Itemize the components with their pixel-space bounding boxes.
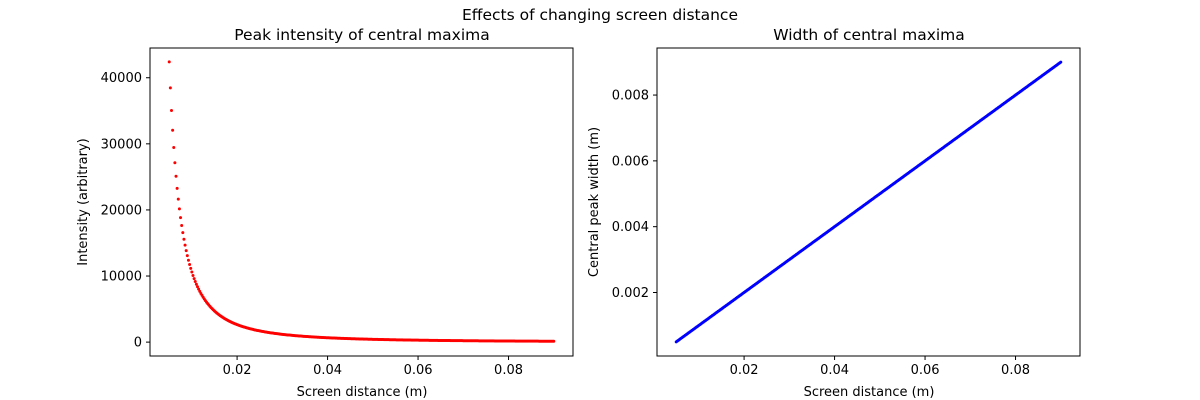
width-x-tick-label: 0.04 xyxy=(820,363,849,378)
intensity-x-tick-label: 0.08 xyxy=(494,363,523,378)
intensity-y-ticks: 0 10000 20000 30000 40000 xyxy=(101,71,150,351)
width-marks xyxy=(674,60,1063,344)
intensity-x-tick-label: 0.02 xyxy=(223,363,252,378)
intensity-data-point xyxy=(188,262,192,266)
intensity-x-tick-label: 0.04 xyxy=(313,363,342,378)
intensity-data-point xyxy=(192,277,196,281)
intensity-y-axis-label: Intensity (arbitrary) xyxy=(76,138,91,265)
intensity-data-point xyxy=(177,207,181,211)
intensity-chart: Peak intensity of central maxima 0.02 0.0… xyxy=(76,26,574,400)
intensity-data-point xyxy=(179,216,183,220)
width-data-point xyxy=(1059,60,1063,64)
intensity-data-point xyxy=(186,258,190,262)
intensity-plot-area xyxy=(149,47,574,357)
intensity-data-point xyxy=(173,161,177,165)
intensity-data-point xyxy=(189,266,193,270)
width-x-tick-label: 0.08 xyxy=(1001,363,1030,378)
intensity-data-point xyxy=(190,270,194,274)
figure-suptitle: Effects of changing screen distance xyxy=(462,6,738,24)
intensity-data-point xyxy=(167,60,171,64)
intensity-data-point xyxy=(176,197,180,201)
intensity-y-tick-label: 40000 xyxy=(101,71,142,86)
width-y-tick-label: 0.004 xyxy=(612,220,649,235)
intensity-data-point xyxy=(193,279,197,283)
intensity-data-point xyxy=(180,223,184,227)
intensity-data-point xyxy=(174,174,178,178)
width-y-tick-label: 0.006 xyxy=(612,154,649,169)
intensity-chart-title: Peak intensity of central maxima xyxy=(234,26,489,44)
intensity-x-tick-label: 0.06 xyxy=(404,363,433,378)
intensity-y-tick-label: 0 xyxy=(134,336,142,351)
width-plot-area xyxy=(656,47,1081,357)
width-chart-title: Width of central maxima xyxy=(773,26,965,44)
intensity-marks xyxy=(167,60,556,343)
width-x-tick-label: 0.06 xyxy=(911,363,940,378)
width-chart: Width of central maxima 0.02 0.04 0.06 0.08… xyxy=(587,26,1081,400)
intensity-data-point xyxy=(196,285,199,289)
intensity-y-tick-label: 20000 xyxy=(101,203,142,218)
intensity-data-point xyxy=(172,146,176,150)
intensity-data-point xyxy=(191,273,195,277)
width-y-tick-label: 0.002 xyxy=(612,286,649,301)
intensity-x-ticks: 0.02 0.04 0.06 0.08 xyxy=(223,356,523,378)
intensity-data-point xyxy=(175,186,179,190)
intensity-data-point xyxy=(181,231,185,235)
intensity-data-point xyxy=(182,237,186,241)
width-y-ticks: 0.002 0.004 0.006 0.008 xyxy=(612,89,657,301)
intensity-data-point xyxy=(169,109,173,113)
intensity-y-tick-label: 30000 xyxy=(101,137,142,152)
intensity-data-point xyxy=(185,254,189,258)
intensity-data-point xyxy=(183,243,187,247)
intensity-x-axis-label: Screen distance (m) xyxy=(297,385,428,400)
width-x-tick-label: 0.02 xyxy=(730,363,759,378)
intensity-data-point xyxy=(197,287,201,291)
intensity-data-point xyxy=(171,128,175,132)
intensity-data-point xyxy=(168,86,172,90)
intensity-y-tick-label: 10000 xyxy=(101,270,142,285)
intensity-data-point xyxy=(184,249,188,253)
intensity-data-point xyxy=(552,339,556,343)
width-y-tick-label: 0.008 xyxy=(612,89,649,104)
width-x-ticks: 0.02 0.04 0.06 0.08 xyxy=(730,356,1030,378)
intensity-data-point xyxy=(194,282,198,286)
width-y-axis-label: Central peak width (m) xyxy=(587,127,602,277)
width-x-axis-label: Screen distance (m) xyxy=(804,385,935,400)
